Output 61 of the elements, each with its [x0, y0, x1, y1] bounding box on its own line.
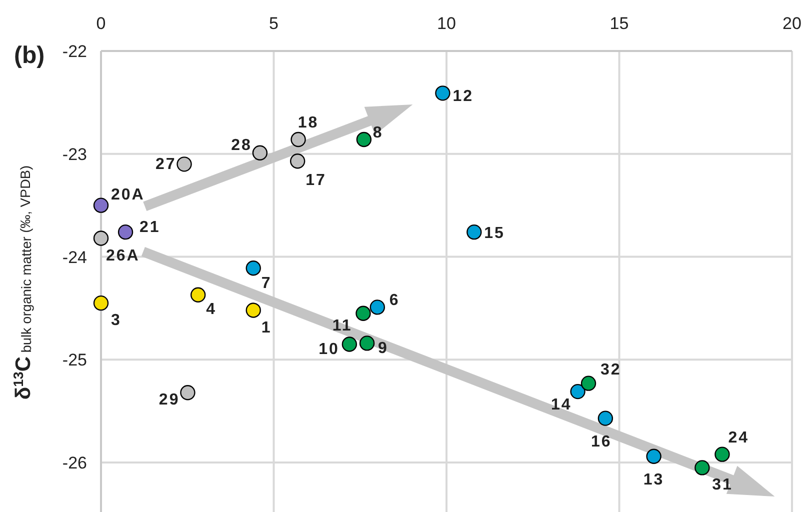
point — [93, 230, 109, 246]
annotation: 32 — [600, 361, 622, 378]
annotation: 9 — [378, 340, 388, 358]
point — [646, 448, 662, 464]
annotation: 8 — [372, 124, 384, 142]
annotation: 29 — [158, 392, 180, 409]
annotation: 14 — [550, 396, 572, 414]
annotation: 4 — [206, 300, 216, 318]
x-tick-label: 5 — [269, 14, 278, 33]
annotation: 6 — [389, 292, 400, 310]
point — [359, 336, 375, 351]
y-tick-label: -26 — [62, 454, 87, 473]
annotation: 21 — [140, 219, 160, 236]
point — [342, 336, 358, 352]
y-tick-label: -23 — [62, 144, 87, 164]
point — [714, 446, 730, 462]
annotation: 1 — [261, 319, 272, 336]
annotation: 18 — [298, 114, 319, 132]
annotation: 28 — [231, 136, 252, 154]
point — [246, 260, 261, 276]
point — [252, 145, 268, 160]
point — [176, 156, 192, 172]
point — [356, 306, 371, 321]
point — [356, 132, 372, 148]
annotation: 15 — [484, 225, 505, 242]
annotation: 17 — [306, 172, 326, 190]
point — [435, 86, 450, 101]
y-tick-label: -22 — [62, 42, 87, 61]
point — [93, 295, 109, 311]
point — [370, 300, 385, 315]
point — [694, 460, 710, 476]
annotation: 27 — [155, 156, 176, 174]
point — [190, 287, 206, 302]
point — [180, 384, 196, 400]
x-tick-label: 15 — [610, 14, 629, 33]
x-tick-label: 20 — [782, 14, 802, 33]
point — [118, 224, 134, 240]
point — [93, 198, 109, 213]
annotation: 31 — [712, 476, 733, 494]
point — [570, 384, 586, 400]
y-tick-label: -24 — [62, 248, 87, 267]
point — [466, 224, 482, 240]
annotation: 13 — [643, 471, 664, 488]
annotation: 10 — [318, 341, 340, 358]
annotation: 3 — [111, 312, 122, 330]
point — [290, 153, 306, 169]
annotation: 12 — [452, 88, 474, 106]
annotation: 24 — [728, 429, 750, 446]
x-tick-label: 0 — [96, 14, 106, 33]
annotation: 20A — [111, 186, 145, 204]
x-tick-label: 10 — [437, 14, 456, 33]
annotation: 7 — [261, 275, 272, 292]
point — [580, 376, 596, 391]
y-tick-label: -25 — [62, 350, 87, 370]
point — [598, 410, 614, 426]
annotation: 26A — [106, 247, 140, 264]
annotation: 16 — [591, 433, 612, 450]
point — [246, 302, 261, 318]
annotation: 11 — [332, 317, 352, 334]
chart-title: (b) — [14, 42, 45, 69]
point — [290, 132, 306, 148]
